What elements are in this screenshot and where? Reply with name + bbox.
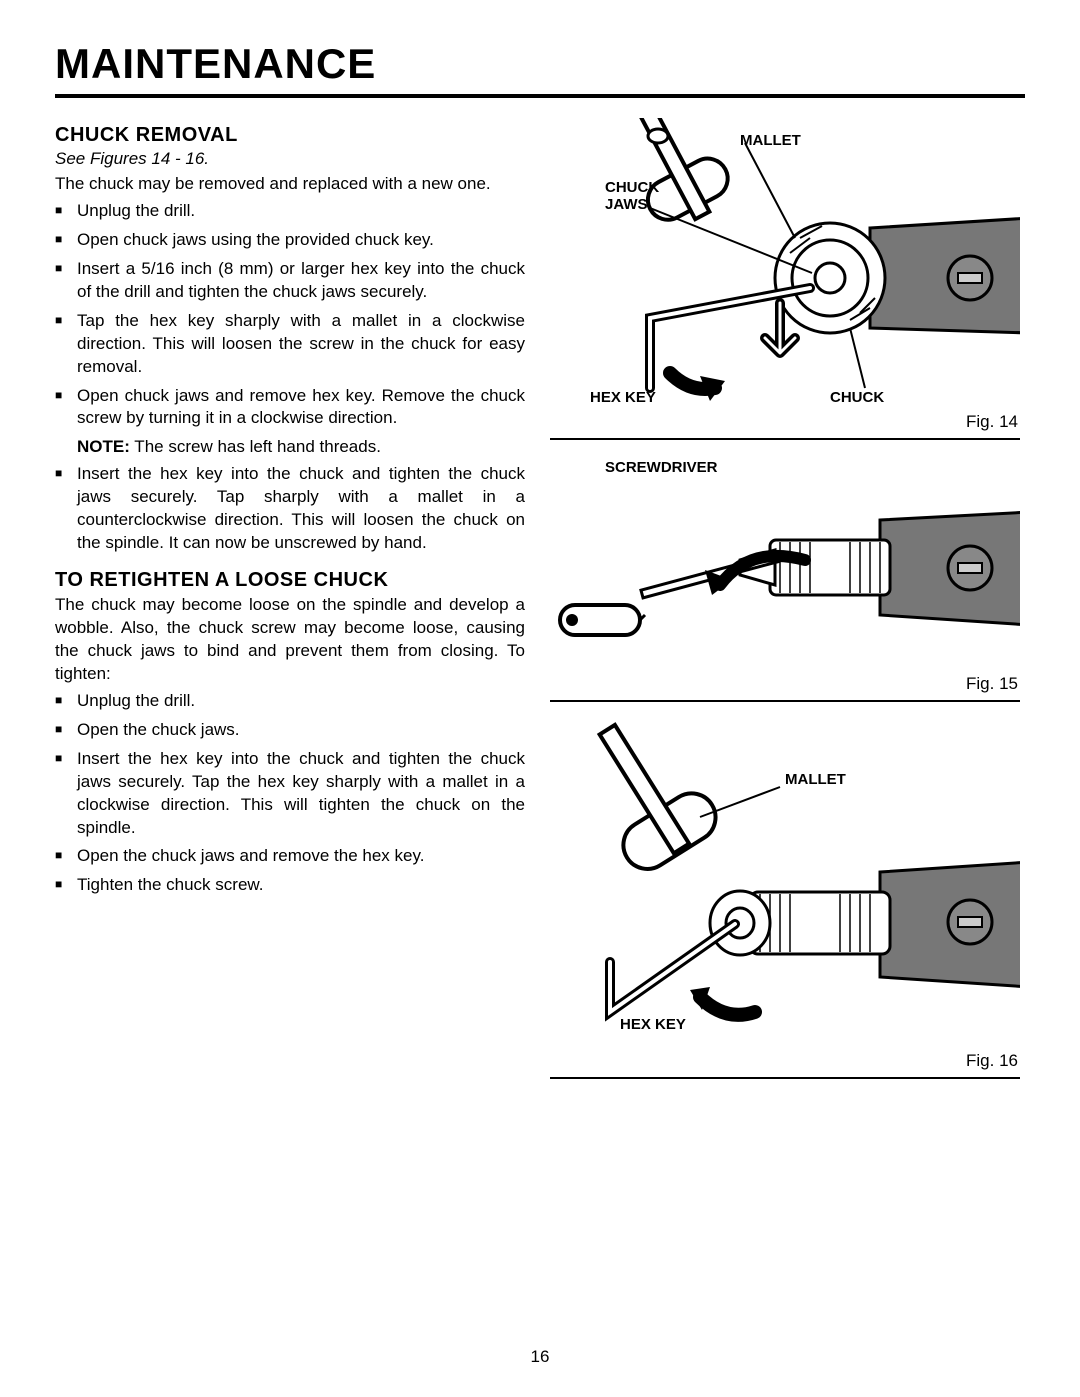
- step-item: Insert the hex key into the chuck and ti…: [55, 463, 525, 555]
- fig15-label-screwdriver: SCREWDRIVER: [605, 460, 718, 477]
- page-number: 16: [0, 1347, 1080, 1367]
- step-item: Open chuck jaws and remove hex key. Remo…: [55, 385, 525, 431]
- fig14-label-mallet: MALLET: [740, 133, 801, 150]
- chuck-removal-note: NOTE: The screw has left hand threads.: [55, 436, 525, 459]
- step-item: Unplug the drill.: [55, 690, 525, 713]
- step-item: Tap the hex key sharply with a mallet in…: [55, 310, 525, 379]
- step-item: Insert the hex key into the chuck and ti…: [55, 748, 525, 840]
- note-text: The screw has left hand threads.: [130, 437, 381, 456]
- step-item: Tighten the chuck screw.: [55, 874, 525, 897]
- fig16-label-hex-key: HEX KEY: [620, 1017, 686, 1034]
- fig14-label-chuck: CHUCK: [830, 390, 884, 407]
- chuck-removal-steps: Unplug the drill. Open chuck jaws using …: [55, 200, 525, 430]
- retighten-intro: The chuck may become loose on the spindl…: [55, 594, 525, 686]
- figure-16-illustration: [550, 712, 1020, 1047]
- retighten-steps: Unplug the drill. Open the chuck jaws. I…: [55, 690, 525, 898]
- two-column-layout: CHUCK REMOVAL See Figures 14 - 16. The c…: [55, 118, 1025, 1089]
- title-rule: [55, 94, 1025, 98]
- figure-15-caption: Fig. 15: [550, 670, 1020, 700]
- chuck-removal-figref: See Figures 14 - 16.: [55, 149, 525, 169]
- step-item: Open the chuck jaws and remove the hex k…: [55, 845, 525, 868]
- figure-14: MALLET CHUCK JAWS HEX KEY CHUCK Fig. 14: [550, 118, 1020, 440]
- chuck-removal-heading: CHUCK REMOVAL: [55, 124, 525, 147]
- figure-14-illustration: [550, 118, 1020, 408]
- step-item: Open chuck jaws using the provided chuck…: [55, 229, 525, 252]
- chuck-removal-steps-2: Insert the hex key into the chuck and ti…: [55, 463, 525, 555]
- fig14-label-hex-key: HEX KEY: [590, 390, 656, 407]
- text-column: CHUCK REMOVAL See Figures 14 - 16. The c…: [55, 118, 525, 1089]
- retighten-heading: TO RETIGHTEN A LOOSE CHUCK: [55, 569, 525, 592]
- figure-15-illustration: [550, 450, 1020, 670]
- figure-15: SCREWDRIVER Fig. 15: [550, 450, 1020, 702]
- step-item: Insert a 5/16 inch (8 mm) or larger hex …: [55, 258, 525, 304]
- step-item: Open the chuck jaws.: [55, 719, 525, 742]
- figure-16: MALLET HEX KEY Fig. 16: [550, 712, 1020, 1079]
- figure-column: MALLET CHUCK JAWS HEX KEY CHUCK Fig. 14: [550, 118, 1020, 1089]
- note-label: NOTE:: [77, 437, 130, 456]
- figure-16-caption: Fig. 16: [550, 1047, 1020, 1077]
- step-item: Unplug the drill.: [55, 200, 525, 223]
- fig14-label-chuck-jaws: CHUCK JAWS: [605, 180, 659, 213]
- fig16-label-mallet: MALLET: [785, 772, 846, 789]
- chuck-removal-intro: The chuck may be removed and replaced wi…: [55, 173, 525, 196]
- page-title: MAINTENANCE: [55, 40, 1025, 88]
- figure-14-caption: Fig. 14: [550, 408, 1020, 438]
